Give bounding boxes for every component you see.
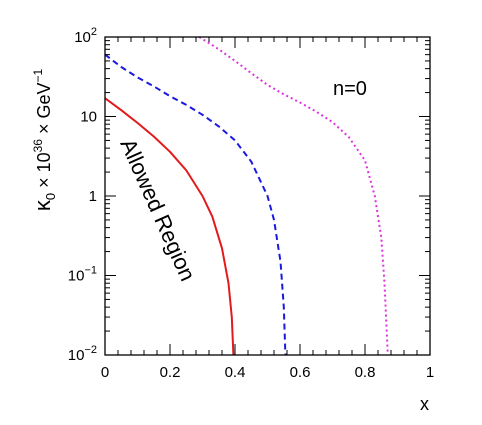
x-tick-label: 1 [426, 364, 434, 381]
x-tick-label: 0 [101, 364, 109, 381]
y-title-times-gev: × GeV [34, 83, 54, 140]
y-tick-label: 10−2 [68, 344, 97, 364]
y-title-exp-minus1: −1 [31, 69, 45, 83]
series-line-dashed [104, 53, 287, 356]
x-tick-label: 0.2 [160, 364, 181, 381]
series-line-solid [104, 97, 235, 356]
x-axis-title: x [420, 394, 429, 414]
ticks-layer [104, 36, 431, 356]
series-layer [104, 36, 389, 356]
y-tick-label: 1 [89, 188, 97, 205]
x-tick-label: 0.6 [290, 364, 311, 381]
y-tick-label: 102 [74, 26, 97, 46]
x-tick-label: 0.4 [225, 364, 246, 381]
n-label: n=0 [333, 78, 367, 100]
x-tick-label: 0.8 [355, 364, 376, 381]
y-tick-label: 10−1 [68, 265, 97, 285]
y-title-kappa-sub: 0 [43, 193, 58, 200]
allowed-region-label: Allowed Region [115, 135, 200, 285]
y-axis-title: κ0 × 1036 × GeV−1 [30, 69, 58, 212]
labels-layer: 0 0.2 0.4 0.6 0.8 1 10−2 10−1 1 10 102 [68, 26, 434, 381]
y-tick-label: 10 [80, 109, 97, 126]
y-title-kappa: κ [30, 199, 55, 211]
y-title-times-ten: × 10 [34, 152, 54, 193]
y-title-exp-36: 36 [31, 139, 45, 153]
